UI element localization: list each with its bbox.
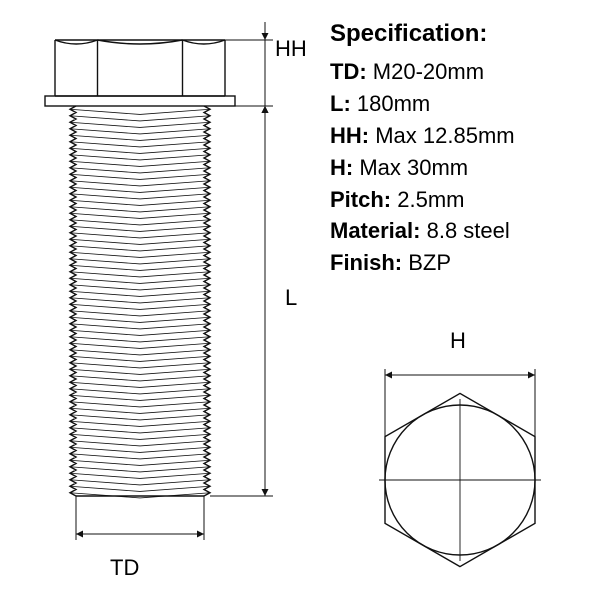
- spec-label: HH:: [330, 123, 369, 148]
- spec-label: L:: [330, 91, 351, 116]
- specification-block: Specification: TD: M20-20mmL: 180mmHH: M…: [330, 20, 590, 279]
- spec-label: Finish:: [330, 250, 402, 275]
- spec-value: 2.5mm: [391, 187, 464, 212]
- spec-label: Pitch:: [330, 187, 391, 212]
- spec-label: Material:: [330, 218, 420, 243]
- spec-title: Specification:: [330, 20, 590, 48]
- spec-value: M20-20mm: [367, 59, 484, 84]
- dim-label-hh: HH: [275, 36, 307, 62]
- spec-value: 8.8 steel: [420, 218, 509, 243]
- dim-label-td: TD: [110, 555, 139, 581]
- spec-label: H:: [330, 155, 353, 180]
- spec-row: Material: 8.8 steel: [330, 215, 590, 247]
- spec-row: H: Max 30mm: [330, 152, 590, 184]
- spec-row: Finish: BZP: [330, 247, 590, 279]
- bolt-side-diagram: [20, 20, 320, 580]
- dim-label-h: H: [450, 328, 466, 354]
- spec-row: TD: M20-20mm: [330, 56, 590, 88]
- hex-top-view: [360, 330, 560, 570]
- dim-label-l: L: [285, 285, 297, 311]
- spec-label: TD:: [330, 59, 367, 84]
- spec-row: Pitch: 2.5mm: [330, 184, 590, 216]
- spec-value: 180mm: [351, 91, 430, 116]
- spec-value: Max 12.85mm: [369, 123, 515, 148]
- spec-value: Max 30mm: [353, 155, 468, 180]
- spec-row: HH: Max 12.85mm: [330, 120, 590, 152]
- spec-value: BZP: [402, 250, 451, 275]
- spec-row: L: 180mm: [330, 88, 590, 120]
